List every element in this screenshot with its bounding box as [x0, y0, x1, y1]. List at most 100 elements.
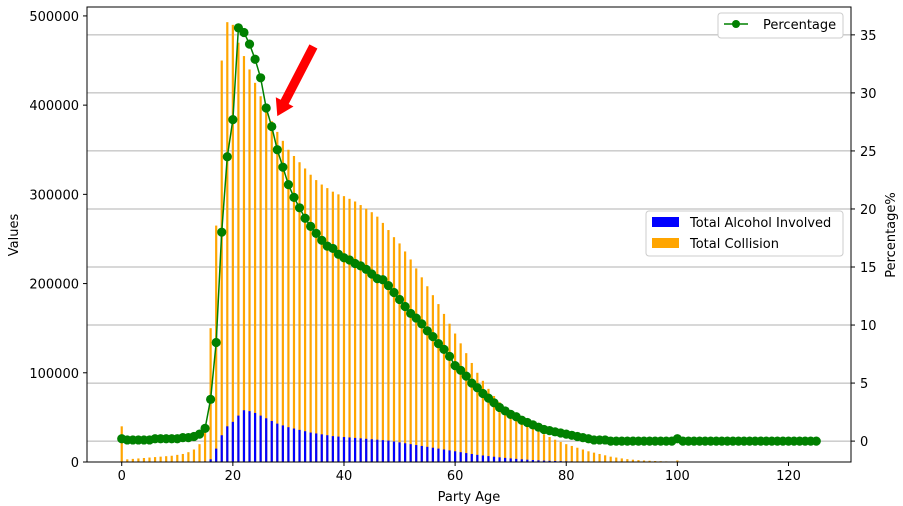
collision-bar — [459, 343, 462, 462]
collision-bar — [248, 69, 251, 462]
alcohol-bar — [315, 433, 318, 462]
percentage-point — [289, 192, 299, 202]
collision-bar — [387, 230, 390, 462]
y-tick-label: 200000 — [29, 278, 79, 293]
plot-frame — [86, 6, 852, 463]
alcohol-bar — [220, 435, 223, 462]
collision-bar — [642, 460, 646, 462]
alcohol-bar — [420, 445, 423, 462]
collision-bar — [165, 456, 168, 462]
alcohol-bar — [342, 437, 346, 462]
collision-bar — [470, 362, 473, 462]
y2-axis-label: Percentage% — [884, 192, 899, 277]
percentage-point — [194, 429, 205, 439]
alcohol-bar — [209, 459, 212, 462]
collision-bar — [531, 428, 534, 462]
collision-bar — [270, 121, 273, 462]
y-tick-label: 0 — [71, 456, 79, 471]
collision-bar — [426, 286, 429, 462]
collision-bar — [415, 268, 418, 462]
y-tick-label: 500000 — [29, 10, 79, 25]
y-axis-label: Values — [7, 214, 22, 257]
collision-bar — [281, 140, 284, 462]
percentage-point — [433, 339, 444, 349]
legend-bars-box — [645, 210, 844, 257]
percentage-point — [222, 152, 232, 162]
collision-bar — [126, 459, 129, 462]
alcohol-bar — [442, 449, 446, 462]
y2-tick-label: 25 — [860, 145, 877, 160]
collision-bar — [476, 372, 479, 462]
legend-collision-swatch — [652, 238, 679, 248]
alcohol-bar — [281, 425, 284, 462]
collision-bar — [442, 313, 446, 462]
percentage-point — [278, 162, 288, 172]
x-tick-label: 80 — [558, 469, 575, 484]
alcohol-bar — [215, 448, 218, 462]
x-tick-label: 40 — [336, 469, 353, 484]
percentage-point — [228, 114, 238, 125]
x-tick-label: 0 — [118, 469, 126, 484]
alcohol-bar — [548, 460, 551, 462]
collision-bar — [604, 455, 607, 462]
percentage-point — [250, 54, 260, 64]
collision-bar — [176, 454, 179, 462]
alcohol-bar — [353, 437, 357, 462]
collision-bar — [242, 56, 246, 462]
collision-bar — [398, 243, 401, 462]
alcohol-bar — [359, 438, 362, 462]
alcohol-bar — [392, 441, 396, 462]
collision-bar — [153, 457, 157, 462]
alcohol-bar — [376, 439, 379, 462]
percentage-point — [211, 337, 221, 348]
collision-bar — [609, 456, 612, 462]
collision-bar — [437, 304, 440, 462]
collision-bar — [287, 149, 290, 462]
alcohol-bar — [259, 415, 262, 462]
alcohol-bar — [465, 453, 468, 462]
collision-bar — [592, 452, 596, 462]
collision-bar — [481, 380, 484, 462]
collision-bar — [537, 431, 540, 462]
collision-bar — [348, 198, 351, 462]
x-axis-ticks: 0 20 40 60 80 100 120 — [118, 462, 801, 484]
percentage-point — [200, 423, 210, 433]
alcohol-bar — [426, 446, 429, 462]
percentage-point — [389, 287, 399, 298]
y2-tick-label: 30 — [860, 87, 877, 102]
percentage-point — [456, 365, 466, 375]
alcohol-bar — [409, 444, 412, 462]
x-tick-label: 100 — [665, 469, 690, 484]
legend-percentage: Percentage — [717, 12, 844, 39]
y2-tick-label: 15 — [860, 261, 877, 276]
annotation-arrow — [275, 44, 318, 117]
alcohol-bar — [437, 448, 440, 462]
alcohol-bar — [287, 427, 290, 462]
alcohol-bar — [276, 423, 279, 462]
legend-collision-label: Total Collision — [689, 237, 779, 252]
alcohol-bar — [309, 432, 312, 462]
collision-bar — [131, 458, 134, 462]
percentage-point — [461, 371, 471, 381]
percentage-point — [444, 351, 455, 361]
percentage-point — [239, 27, 249, 38]
alcohol-bar — [537, 460, 540, 462]
collision-bar — [298, 162, 301, 462]
percentage-point — [383, 280, 394, 291]
collision-bar — [376, 216, 379, 462]
alcohol-bar — [320, 434, 323, 462]
collision-bar — [326, 188, 329, 462]
alcohol-bar — [253, 412, 257, 462]
alcohol-bar — [526, 459, 529, 462]
collision-bar — [203, 426, 207, 462]
alcohol-bar — [331, 436, 334, 462]
collision-bar — [198, 444, 201, 462]
alcohol-bars — [120, 410, 818, 462]
collision-bar — [648, 460, 651, 462]
collision-bar — [320, 184, 323, 462]
collision-bar — [359, 205, 362, 462]
alcohol-bar — [326, 435, 329, 462]
percentage-point — [261, 103, 271, 113]
percentage-point — [400, 301, 410, 312]
collision-bar — [237, 42, 240, 462]
